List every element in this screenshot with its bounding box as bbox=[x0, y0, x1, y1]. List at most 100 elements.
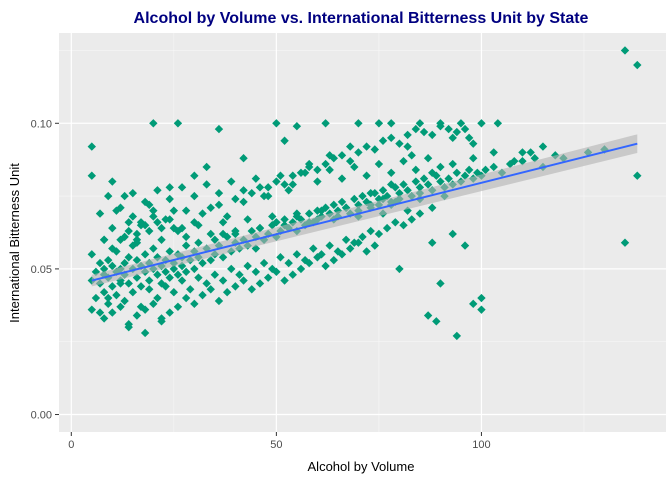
data-point bbox=[218, 253, 228, 262]
data-point bbox=[321, 159, 330, 169]
data-point bbox=[284, 258, 293, 268]
y-axis-ticks: 0.00 0.05 0.10 bbox=[31, 118, 59, 422]
data-point bbox=[313, 165, 322, 175]
data-point bbox=[222, 212, 232, 221]
data-point bbox=[181, 241, 191, 250]
data-point bbox=[423, 180, 433, 189]
data-point bbox=[489, 162, 498, 172]
data-point bbox=[292, 209, 302, 218]
data-point bbox=[87, 142, 97, 151]
data-point bbox=[128, 288, 138, 297]
data-point bbox=[145, 276, 154, 285]
data-point bbox=[99, 314, 109, 323]
data-point bbox=[399, 221, 408, 230]
data-point bbox=[428, 130, 437, 140]
data-point bbox=[99, 235, 109, 244]
data-point bbox=[116, 279, 125, 288]
data-point bbox=[132, 229, 142, 239]
data-point bbox=[370, 241, 380, 250]
data-point bbox=[337, 174, 347, 183]
data-point bbox=[210, 235, 220, 244]
data-point bbox=[149, 299, 158, 309]
data-point bbox=[145, 285, 154, 294]
data-point bbox=[419, 127, 429, 137]
data-point bbox=[87, 250, 97, 259]
data-point bbox=[145, 226, 154, 236]
data-point bbox=[255, 223, 265, 233]
data-point bbox=[272, 218, 281, 227]
data-point bbox=[345, 142, 355, 151]
data-point bbox=[325, 165, 334, 175]
data-point bbox=[120, 232, 129, 242]
data-point bbox=[239, 154, 248, 163]
data-point bbox=[304, 209, 314, 218]
data-point bbox=[124, 253, 133, 262]
data-point bbox=[329, 200, 338, 210]
data-point bbox=[276, 253, 285, 262]
data-point bbox=[149, 206, 158, 215]
data-point bbox=[620, 238, 630, 247]
data-point bbox=[304, 258, 314, 268]
data-point bbox=[231, 282, 240, 291]
data-point bbox=[169, 288, 179, 297]
data-point bbox=[518, 156, 527, 166]
data-point bbox=[157, 223, 166, 233]
x-tick-label: 100 bbox=[472, 439, 490, 451]
data-point bbox=[530, 154, 539, 163]
data-point bbox=[374, 229, 384, 239]
data-point bbox=[108, 177, 117, 186]
x-tick-label: 50 bbox=[270, 439, 282, 451]
data-point bbox=[161, 282, 170, 291]
data-point bbox=[366, 226, 375, 236]
data-point bbox=[153, 186, 162, 195]
data-point bbox=[407, 151, 416, 160]
data-point bbox=[329, 255, 338, 265]
data-point bbox=[173, 270, 183, 279]
trend-line-group bbox=[91, 134, 638, 287]
data-point bbox=[243, 215, 252, 224]
data-point bbox=[140, 250, 150, 259]
data-point bbox=[202, 279, 211, 288]
data-point bbox=[452, 127, 462, 137]
data-point bbox=[112, 206, 121, 215]
data-point bbox=[132, 235, 142, 244]
data-point bbox=[444, 124, 453, 134]
data-point bbox=[510, 156, 519, 166]
data-point bbox=[145, 200, 154, 210]
data-point bbox=[444, 174, 453, 183]
data-point bbox=[190, 299, 199, 309]
data-point bbox=[469, 299, 478, 309]
y-tick-label: 0.05 bbox=[31, 264, 52, 276]
data-point bbox=[190, 264, 199, 274]
data-point bbox=[469, 154, 478, 163]
data-point bbox=[337, 197, 347, 207]
data-point bbox=[259, 258, 269, 268]
data-point bbox=[190, 191, 199, 201]
data-point bbox=[284, 186, 293, 195]
data-point bbox=[415, 209, 425, 218]
y-tick-label: 0.10 bbox=[31, 118, 52, 130]
data-point bbox=[489, 148, 498, 157]
data-point bbox=[288, 270, 297, 279]
data-point bbox=[374, 159, 384, 169]
data-point bbox=[366, 188, 375, 198]
data-point bbox=[210, 270, 220, 279]
data-point bbox=[526, 148, 535, 157]
data-point bbox=[300, 168, 310, 177]
data-point bbox=[411, 177, 421, 186]
data-point bbox=[132, 255, 142, 265]
data-point bbox=[165, 183, 174, 192]
data-point bbox=[423, 311, 433, 320]
data-point bbox=[194, 273, 203, 282]
data-point bbox=[140, 305, 150, 314]
data-point bbox=[108, 244, 117, 253]
data-point bbox=[407, 215, 416, 224]
data-point bbox=[181, 232, 191, 242]
data-point bbox=[136, 218, 146, 227]
data-point bbox=[448, 133, 457, 143]
data-point bbox=[280, 215, 289, 224]
data-point bbox=[124, 218, 133, 227]
data-point bbox=[481, 165, 490, 175]
